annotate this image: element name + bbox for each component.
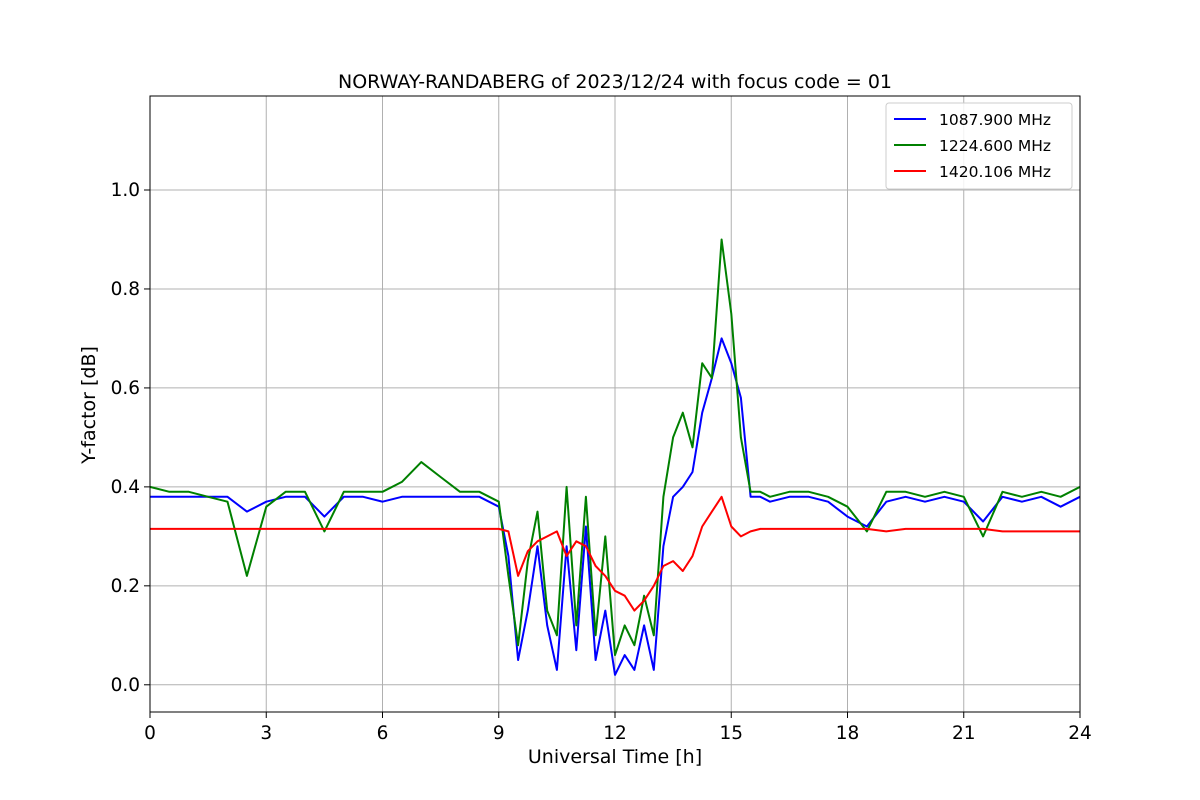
series-line-3	[150, 495, 1080, 612]
chart-title: NORWAY-RANDABERG of 2023/12/24 with focu…	[338, 71, 892, 93]
x-axis-label: Universal Time [h]	[528, 746, 702, 768]
y-tick-label: 1.0	[111, 180, 140, 201]
legend-label: 1087.900 MHz	[939, 111, 1051, 129]
series-line-2	[149, 238, 1081, 657]
x-tick-label: 0	[144, 723, 156, 744]
legend: 1087.900 MHz 1224.600 MHz 1420.106 MHz	[885, 102, 1073, 190]
x-tick-label: 21	[952, 723, 976, 744]
legend-label: 1224.600 MHz	[939, 137, 1051, 155]
y-tick-label: 0.4	[111, 477, 140, 498]
series-line-1	[150, 337, 1081, 676]
x-tick-label: 15	[719, 723, 743, 744]
x-tick-label: 3	[260, 723, 272, 744]
y-tick-label: 0.8	[111, 279, 140, 300]
y-axis-label: Y-factor [dB]	[78, 346, 100, 465]
legend-label: 1420.106 MHz	[939, 163, 1051, 181]
series-layer	[149, 238, 1081, 676]
x-tick-label: 24	[1068, 723, 1092, 744]
x-axis: 0 3 6 9 12 15 18 21 24	[144, 712, 1092, 744]
y-axis: 0.0 0.2 0.4 0.6 0.8 1.0	[111, 180, 150, 696]
y-tick-label: 0.2	[111, 576, 140, 597]
y-tick-label: 0.6	[111, 378, 140, 399]
x-tick-label: 6	[377, 723, 389, 744]
x-tick-label: 12	[603, 723, 627, 744]
y-tick-label: 0.0	[111, 675, 140, 696]
x-tick-label: 9	[493, 723, 505, 744]
x-tick-label: 18	[836, 723, 860, 744]
legend-box	[885, 102, 1073, 190]
